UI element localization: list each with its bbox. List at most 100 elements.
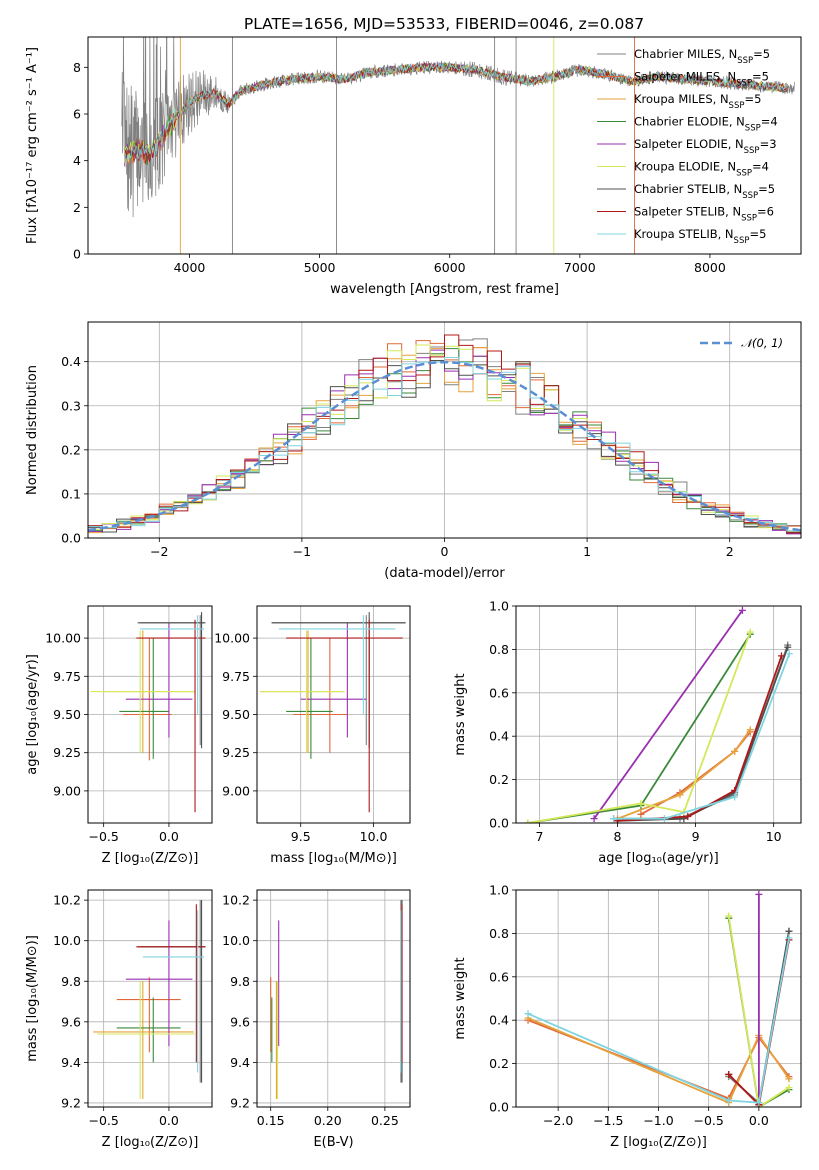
mass-weight-line — [527, 937, 790, 1104]
x-tick-label: 0.25 — [371, 1113, 399, 1128]
mass-weight-lines — [524, 890, 793, 1107]
x-tick-label: −2 — [150, 544, 168, 559]
y-tick-label: 9.6 — [230, 1014, 250, 1029]
x-tick-label: 2 — [726, 544, 734, 559]
y-tick-label: 9.4 — [230, 1055, 250, 1070]
x-tick-label: −0.5 — [88, 829, 118, 844]
x-tick-label: −1.0 — [643, 1113, 673, 1128]
y-tick-label: 0.2 — [61, 442, 81, 457]
mass-vs-ebv-panel: 0.15 0.20 0.25 9.2 9.4 9.6 9.8 10.0 10.2 E(B-V) — [222, 889, 411, 1150]
mass-vs-metallicity-panel: −0.5 0.0 9.2 9.4 9.6 9.8 10.0 10.2 Z [log₁₀(Z/Z⊙… — [25, 889, 213, 1150]
y-tick-label: 10.2 — [53, 893, 81, 908]
residual-histogram — [88, 357, 801, 532]
legend-entry: Salpeter STELIB, NSSP=6 — [634, 205, 774, 224]
mass-weight-point — [755, 890, 763, 898]
legend-entry: Kroupa MILES, NSSP=5 — [634, 92, 761, 111]
y-tick-label: 9.50 — [53, 707, 81, 722]
x-tick-label: 5000 — [304, 260, 336, 275]
y-tick-label: 0 — [73, 247, 81, 262]
mass-weight-point — [684, 812, 692, 820]
mass-weight-point — [777, 652, 785, 660]
y-tick-label: 9.4 — [61, 1055, 81, 1070]
axes-frame — [87, 36, 802, 255]
x-axis-label: Z [log₁₀(Z/Z⊙)] — [102, 1135, 199, 1150]
x-axis-label: age [log₁₀(age/yr)] — [598, 851, 719, 866]
x-tick-label: 10 — [766, 829, 782, 844]
residuals-panel: −2 −1 0 1 2 0.0 0.1 0.2 0.3 0.4 (data-model)/error… — [25, 321, 802, 581]
spectrum-panel: 4000 5000 6000 7000 8000 0 2 4 6 8 wavelength [Ang… — [25, 36, 802, 297]
mass-weight-point — [725, 912, 733, 920]
legend-entry-subscript: SSP — [734, 236, 750, 246]
legend-entry-value: =5 — [744, 92, 761, 106]
mass-weight-line — [613, 644, 789, 820]
mass-weight-point — [785, 1075, 793, 1083]
mass-weight-point — [746, 628, 754, 636]
grid-lines — [88, 890, 212, 1107]
model-spectrum-line — [124, 62, 788, 164]
age-vs-metallicity-panel: −0.5 0.0 9.00 9.25 9.50 9.75 10.00 Z [log₁₀(Z/Z… — [25, 605, 213, 866]
mass-weight-point — [660, 815, 668, 823]
x-tick-label: 8 — [614, 829, 622, 844]
y-tick-label: 10.00 — [45, 631, 81, 646]
legend-entry-subscript: SSP — [741, 214, 757, 224]
y-tick-label: 0.6 — [489, 685, 509, 700]
x-tick-label: −0.5 — [693, 1113, 723, 1128]
legend-entry-value: =4 — [752, 160, 769, 174]
legend-entry: Chabrier STELIB, NSSP=5 — [634, 182, 775, 201]
legend-entry: Chabrier ELODIE, NSSP=4 — [634, 115, 778, 134]
legend-entry-value: =3 — [760, 137, 777, 151]
x-tick-label: 8000 — [694, 260, 726, 275]
mass-weight-point — [524, 819, 532, 823]
legend-entry-label: Chabrier MILES, N — [634, 47, 737, 61]
legend-entry-label: Chabrier ELODIE, N — [634, 115, 745, 129]
y-tick-label: 0.2 — [489, 1056, 509, 1071]
legend-entry: Kroupa STELIB, NSSP=5 — [634, 227, 766, 246]
y-axis-label: age [log₁₀(age/yr)] — [25, 654, 40, 775]
y-tick-label: 0.6 — [489, 969, 509, 984]
mass-weight-point — [785, 927, 793, 935]
x-tick-label: 10.0 — [360, 829, 388, 844]
y-tick-label: 10.0 — [222, 933, 250, 948]
mass-weight-point — [755, 1099, 763, 1107]
y-tick-label: 0.0 — [61, 531, 81, 546]
y-tick-label: 9.25 — [53, 745, 81, 760]
x-axis-label: Z [log₁₀(Z/Z⊙)] — [610, 1135, 707, 1150]
y-axis-label: mass weight — [453, 957, 468, 1039]
legend-entry-label: Kroupa ELODIE, N — [634, 160, 736, 174]
y-tick-label: 9.2 — [230, 1095, 250, 1110]
y-tick-label: 10.2 — [222, 893, 250, 908]
x-tick-label: −2.0 — [543, 1113, 573, 1128]
figure-title: PLATE=1656, MJD=53533, FIBERID=0046, z=0… — [244, 15, 644, 33]
error-bars — [259, 612, 406, 813]
y-tick-label: 1.0 — [489, 883, 509, 898]
mass-weight-line — [617, 646, 789, 822]
x-tick-label: −0.5 — [88, 1113, 118, 1128]
x-tick-label: 0 — [441, 544, 449, 559]
legend-entry-label: Salpeter ELODIE, N — [634, 137, 744, 151]
legend-entry-label: Salpeter STELIB, N — [634, 205, 741, 219]
x-axis-label: Z [log₁₀(Z/Z⊙)] — [102, 851, 199, 866]
mass-weight-line — [527, 1017, 790, 1104]
legend-entry: 𝒩(0, 1) — [741, 336, 783, 350]
y-tick-label: 0.2 — [489, 772, 509, 787]
legend-entry-value: =4 — [761, 115, 778, 129]
legend-entry: Salpeter ELODIE, NSSP=3 — [634, 137, 777, 156]
x-tick-label: 0.0 — [159, 1113, 179, 1128]
mass-weight-point — [738, 606, 746, 614]
mass-weight-point — [746, 726, 754, 734]
axes-frame — [256, 605, 411, 824]
legend-entry-subscript: SSP — [737, 56, 753, 66]
y-tick-label: 0.4 — [489, 1013, 509, 1028]
grid-lines — [516, 605, 801, 824]
axes-frame — [87, 321, 802, 539]
mass-weight-point — [784, 643, 792, 651]
age-vs-mass-panel: 9.5 10.0 9.00 9.25 9.50 9.75 10.00 mass [log₁₀(… — [214, 605, 411, 866]
mass-weight-line — [727, 915, 790, 1107]
y-tick-label: 8 — [73, 60, 81, 75]
legend-entry-subscript: SSP — [744, 146, 760, 156]
y-axis-label: mass weight — [453, 673, 468, 755]
legend-entry-subscript: SSP — [729, 101, 745, 111]
mass-weight-point — [590, 815, 598, 823]
x-tick-label: 6000 — [434, 260, 466, 275]
